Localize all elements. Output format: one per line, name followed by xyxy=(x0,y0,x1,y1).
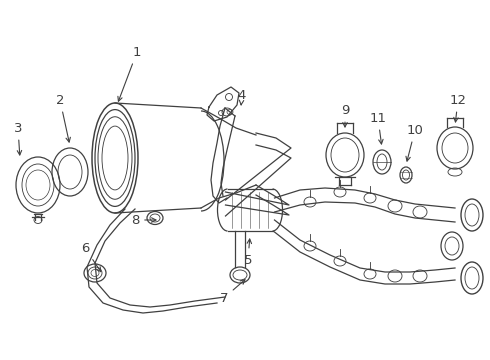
Text: 11: 11 xyxy=(369,112,387,144)
Text: 3: 3 xyxy=(14,122,22,155)
Text: 5: 5 xyxy=(244,239,252,266)
Text: 1: 1 xyxy=(118,45,141,101)
Text: 6: 6 xyxy=(81,242,101,272)
Text: 9: 9 xyxy=(341,104,349,127)
Text: 10: 10 xyxy=(406,123,423,161)
Text: 12: 12 xyxy=(449,94,466,122)
Text: 7: 7 xyxy=(220,280,245,305)
Text: 4: 4 xyxy=(238,89,246,105)
Text: 8: 8 xyxy=(131,213,156,226)
Text: 2: 2 xyxy=(56,94,71,142)
